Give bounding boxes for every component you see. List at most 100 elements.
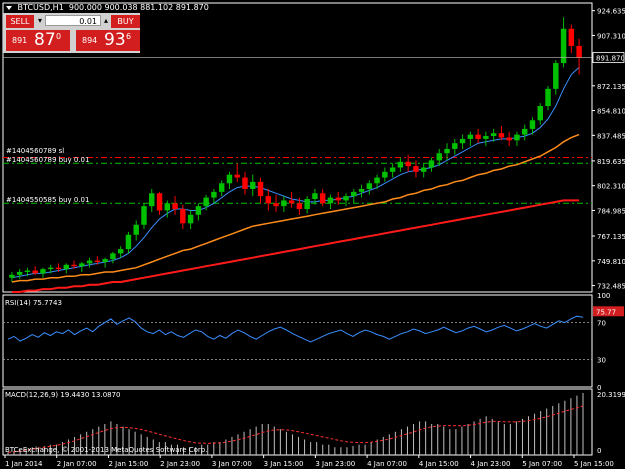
time-tick-label: 4 Jan 15:00 — [419, 460, 459, 468]
candle-body — [312, 193, 318, 200]
time-tick-label: 3 Jan 07:00 — [212, 460, 252, 468]
candle-body — [180, 209, 186, 224]
candle-body — [288, 200, 295, 204]
candle-body — [327, 197, 334, 204]
candle-body — [560, 28, 567, 64]
candle-body — [343, 196, 349, 201]
rsi-label: RSI(14) 75.7743 — [5, 299, 62, 307]
rsi-level-label: 100 — [597, 292, 610, 300]
sell-button[interactable]: SELL — [6, 15, 34, 28]
sell-price-box[interactable]: 891 87 0 — [6, 30, 70, 51]
candle-body — [335, 197, 341, 201]
candle-body — [71, 264, 77, 267]
macd-zero-label: 0 — [597, 447, 601, 455]
candle-body — [319, 193, 326, 204]
time-tick-label: 3 Jan 23:00 — [315, 460, 355, 468]
buy-button[interactable]: BUY — [111, 15, 140, 28]
copyright-text: BTCeExchange, © 2001-2013 MetaQuotes Sof… — [5, 446, 208, 454]
price-tick-label: 802.310 — [597, 183, 625, 191]
candle-body — [9, 274, 15, 278]
time-tick-label: 5 Jan 07:00 — [522, 460, 562, 468]
price-tick-label: 924.635 — [597, 8, 625, 16]
rsi-level-label: 0 — [597, 384, 601, 392]
candle-body — [498, 133, 505, 138]
chart-frames — [2, 2, 593, 456]
time-tick-label: 1 Jan 2014 — [5, 460, 43, 468]
candle-body — [397, 161, 404, 168]
rsi-current-box — [593, 306, 624, 317]
time-tick-label: 5 Jan 15:00 — [574, 460, 614, 468]
dropdown-triangle-icon[interactable] — [6, 5, 12, 10]
price-tick-label: 819.635 — [597, 158, 625, 166]
candle-body — [250, 181, 256, 189]
time-tick-label: 2 Jan 15:00 — [108, 460, 148, 468]
candle-body — [187, 214, 194, 224]
candle-body — [514, 134, 520, 141]
current-price-label: 891.870 — [596, 55, 625, 63]
time-tick-label: 2 Jan 07:00 — [57, 460, 97, 468]
candle-body — [459, 138, 466, 144]
candle-body — [94, 260, 101, 262]
candle-body — [40, 269, 46, 274]
candle-body — [358, 188, 365, 192]
candle-body — [374, 177, 380, 184]
lot-decrease-icon[interactable]: ▾ — [37, 16, 42, 25]
time-tick-label: 3 Jan 15:00 — [264, 460, 304, 468]
candle-body — [234, 174, 240, 178]
candle-body — [537, 106, 543, 121]
buy-price-box[interactable]: 894 93 6 — [76, 30, 140, 51]
candle-body — [420, 167, 427, 172]
panel-frame — [2, 294, 593, 388]
ma-fast-line — [11, 67, 580, 279]
buy-price-small: 894 — [82, 36, 98, 45]
candle-body — [156, 193, 163, 211]
macd-label: MACD(12,26,9) 19.4430 13.0870 — [5, 391, 121, 399]
candle-body — [48, 267, 54, 270]
candle-body — [467, 134, 474, 139]
price-tick-label: 749.810 — [597, 258, 625, 266]
candle-body — [141, 206, 147, 225]
candle-body — [117, 249, 124, 254]
order-label-sl: #1404560789 sl — [6, 147, 65, 155]
candle-body — [545, 88, 551, 107]
lot-increase-icon[interactable]: ▴ — [103, 16, 108, 25]
symbol-info: BTCUSD,H1 — [17, 3, 64, 12]
candle-body — [413, 166, 419, 172]
candle-body — [436, 153, 442, 161]
price-tick-label: 784.985 — [597, 207, 625, 215]
candle-body — [195, 206, 202, 215]
sell-price-sup: 0 — [56, 32, 62, 41]
candle-body — [382, 171, 388, 178]
macd-indicator: 20.3199 0 — [7, 391, 625, 455]
ohlc-values: 900.000 900.038 881.102 891.870 — [68, 3, 209, 12]
panel-frame — [2, 2, 593, 293]
candle-body — [506, 137, 512, 141]
order-lines — [3, 157, 592, 204]
candle-body — [568, 28, 575, 46]
price-tick-label: 872.135 — [597, 83, 625, 91]
order-label-buy-1: #1404560789 buy 0.01 — [6, 156, 90, 164]
candle-body — [203, 197, 209, 207]
candle-body — [351, 191, 357, 197]
candle-body — [86, 260, 93, 264]
lot-size-input[interactable]: 0.01 — [45, 15, 101, 26]
candle-body — [576, 45, 582, 58]
price-tick-label: 907.310 — [597, 32, 625, 40]
candle-body — [265, 196, 272, 204]
candle-body — [452, 143, 458, 149]
candle-body — [172, 203, 178, 210]
candle-body — [483, 136, 489, 139]
candle-body — [226, 174, 233, 184]
rsi-level-label: 70 — [597, 320, 606, 328]
candle-body — [304, 199, 310, 210]
candle-body — [164, 203, 171, 211]
candle-body — [16, 271, 23, 275]
price-tick-label: 732.485 — [597, 283, 625, 291]
candle-body — [475, 134, 481, 139]
candle-body — [32, 270, 38, 274]
rsi-level-label: 30 — [597, 356, 606, 364]
buy-price-sup: 6 — [126, 32, 132, 41]
candle-body — [133, 224, 139, 235]
candle-body — [428, 160, 435, 168]
